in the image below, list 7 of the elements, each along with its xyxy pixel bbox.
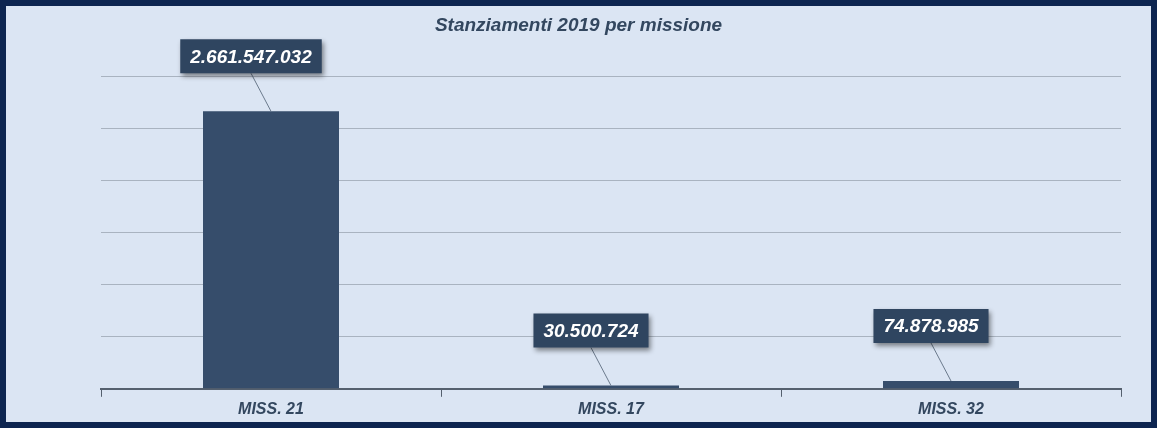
data-label: 30.500.724 bbox=[543, 319, 639, 341]
x-tick-label: MISS. 21 bbox=[238, 399, 304, 417]
x-tick-label: MISS. 32 bbox=[918, 399, 984, 417]
x-tick-label: MISS. 17 bbox=[578, 399, 645, 417]
chart-title: Stanziamenti 2019 per missione bbox=[433, 14, 724, 36]
data-label: 2.661.547.032 bbox=[189, 45, 313, 67]
data-label: 74.878.985 bbox=[883, 315, 979, 337]
